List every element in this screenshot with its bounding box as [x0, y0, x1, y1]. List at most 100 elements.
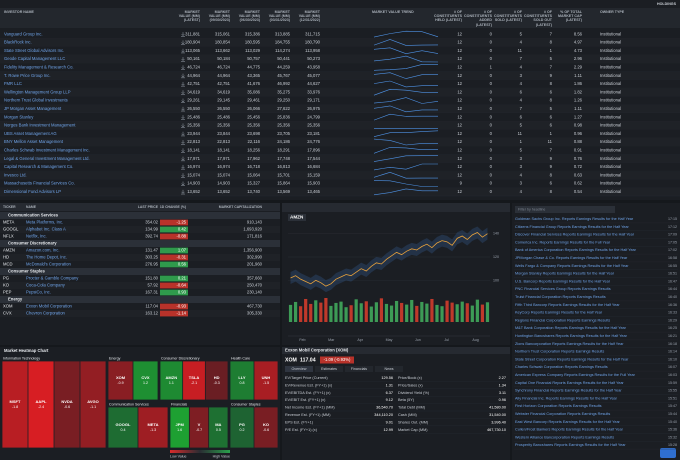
investor-name[interactable]: State Street Global Advisors Inc. — [4, 48, 64, 53]
watch-row[interactable] — [0, 233, 280, 240]
watch-row[interactable] — [0, 226, 280, 233]
heat-tile[interactable] — [80, 361, 106, 448]
headline[interactable]: Webster Financial Corporation Reports Ea… — [515, 412, 610, 416]
table-row[interactable] — [0, 146, 680, 155]
headline[interactable]: Morgan Stanley Reports Earnings Results … — [515, 272, 615, 276]
watch-row[interactable] — [0, 310, 280, 317]
download-icon[interactable] — [181, 65, 185, 70]
tab[interactable] — [345, 366, 373, 372]
download-icon[interactable] — [181, 90, 185, 95]
table-row[interactable] — [0, 88, 680, 97]
headline[interactable]: JPMorgan Chase & Co. Reports Earnings Re… — [515, 256, 628, 260]
investor-name[interactable]: Fidelity Management & Research Co. — [4, 64, 74, 69]
headline[interactable]: Ally Financial Inc. Reports Earnings Res… — [515, 396, 618, 400]
headline[interactable]: Comerica Inc. Reports Earnings Results f… — [515, 240, 611, 244]
tab[interactable] — [315, 366, 343, 372]
tab[interactable] — [285, 366, 313, 372]
investor-name[interactable]: Charles Schwab Investment Management Inc… — [4, 147, 90, 152]
chat-button[interactable] — [660, 448, 676, 458]
investor-name[interactable]: Capital Research & Management Co. — [4, 164, 73, 169]
investor-name[interactable]: FMR LLC — [4, 81, 22, 86]
tab-label[interactable]: Estimates — [321, 367, 337, 371]
watch-row[interactable] — [0, 282, 280, 289]
headline[interactable]: Goldman Sachs Group Inc. Reports Earning… — [515, 217, 634, 221]
download-icon[interactable] — [181, 32, 185, 37]
table-row[interactable] — [0, 38, 680, 47]
headline[interactable]: U.S. Bancorp Reports Earnings Results fo… — [515, 279, 611, 283]
headline[interactable]: Fifth Third Bancorp Reports Earnings Res… — [515, 303, 620, 307]
headline[interactable]: Discover Financial Services Reports Earn… — [515, 233, 635, 237]
watch-row[interactable] — [0, 261, 280, 268]
headline[interactable]: Bank of America Corporation Reports Earn… — [515, 248, 637, 252]
download-icon[interactable] — [181, 164, 185, 170]
headline[interactable]: PNC Financial Services Group Reports Ear… — [515, 287, 611, 291]
investor-name[interactable]: Massachusetts Financial Services Co. — [4, 181, 75, 186]
table-row[interactable] — [0, 179, 680, 188]
tab[interactable] — [375, 366, 403, 372]
table-row[interactable] — [0, 96, 680, 105]
heat-tile[interactable] — [133, 361, 158, 400]
headline[interactable]: Prosperity Bancshares Reports Earnings R… — [515, 443, 626, 447]
table-row[interactable] — [0, 137, 680, 147]
headline[interactable]: Truist Financial Corporation Reports Ear… — [515, 295, 606, 299]
heat-tile[interactable] — [2, 361, 28, 448]
investor-name[interactable]: Wellington Management Group LLP — [4, 89, 71, 94]
investor-name[interactable]: UBS Asset Management AG — [4, 131, 57, 136]
download-icon[interactable] — [181, 40, 185, 45]
table-row[interactable] — [0, 71, 680, 80]
download-icon[interactable] — [181, 106, 185, 112]
headline[interactable]: Huntington Bancshares Reports Earnings R… — [515, 334, 628, 338]
download-icon[interactable] — [181, 181, 185, 186]
investor-name[interactable]: BlackRock Inc. — [4, 40, 32, 45]
table-row[interactable] — [0, 63, 680, 72]
heat-tile[interactable] — [254, 407, 278, 448]
watch-row[interactable] — [0, 275, 280, 282]
headline[interactable]: State Street Corporation Reports Earning… — [515, 357, 629, 361]
download-icon[interactable] — [181, 81, 185, 87]
table-row[interactable] — [0, 162, 680, 172]
download-icon[interactable] — [181, 140, 185, 145]
headline[interactable]: Cullen/Frost Bankers Reports Earnings Re… — [515, 428, 624, 432]
heat-tile[interactable] — [209, 407, 228, 448]
headline[interactable]: Citizens Financial Group Reports Earning… — [515, 225, 629, 229]
investor-name[interactable]: JP Morgan Asset Management — [4, 106, 62, 111]
watch-row[interactable] — [0, 303, 280, 310]
headline[interactable]: Zions Bancorporation Reports Earnings Re… — [515, 342, 624, 346]
download-icon[interactable] — [181, 98, 185, 103]
table-row[interactable] — [0, 187, 680, 196]
download-icon[interactable] — [181, 156, 185, 162]
download-icon[interactable] — [181, 123, 185, 128]
investor-name[interactable]: Northern Trust Global Investments — [4, 98, 68, 103]
investor-name[interactable]: Legal & General Investment Management Lt… — [4, 156, 90, 161]
tab-label[interactable]: News — [385, 367, 394, 371]
headline[interactable]: Western Alliance Bancorporation Reports … — [515, 435, 614, 439]
investor-name[interactable]: Vanguard Group Inc. — [4, 31, 43, 36]
headline[interactable]: M&T Bank Corporation Reports Earnings Re… — [515, 326, 627, 330]
investor-name[interactable]: T. Rowe Price Group Inc. — [4, 73, 51, 78]
headline[interactable]: Regions Financial Corporation Reports Ea… — [515, 318, 610, 322]
heat-tile[interactable] — [170, 407, 189, 448]
heat-tile[interactable] — [28, 361, 54, 448]
download-icon[interactable] — [181, 173, 185, 178]
table-row[interactable] — [0, 121, 680, 130]
investor-name[interactable]: Geode Capital Management LLC — [4, 56, 65, 61]
investor-name[interactable]: Dimensional Fund Advisors LP — [4, 189, 61, 194]
heat-tile[interactable] — [205, 361, 228, 400]
table-row[interactable] — [0, 113, 680, 122]
watch-row[interactable] — [0, 219, 280, 226]
download-icon[interactable] — [181, 73, 185, 79]
headline[interactable]: Synchrony Financial Reports Earnings Res… — [515, 389, 622, 393]
download-icon[interactable] — [181, 148, 185, 153]
heat-tile[interactable] — [138, 407, 168, 448]
investor-name[interactable]: BNY Mellon Asset Management — [4, 139, 64, 144]
table-row[interactable] — [0, 46, 680, 55]
download-icon[interactable] — [181, 189, 185, 195]
headline[interactable]: American Express Company Reports Earning… — [515, 373, 636, 377]
search-box[interactable] — [515, 206, 615, 213]
heat-tile[interactable] — [160, 361, 183, 400]
headline[interactable]: First Horizon Corporation Reports Earnin… — [515, 404, 602, 408]
download-icon[interactable] — [181, 48, 185, 54]
investor-name[interactable]: Norges Bank Investment Management — [4, 123, 76, 128]
watch-row[interactable] — [0, 289, 280, 296]
tab-label[interactable]: Overview — [292, 367, 307, 371]
